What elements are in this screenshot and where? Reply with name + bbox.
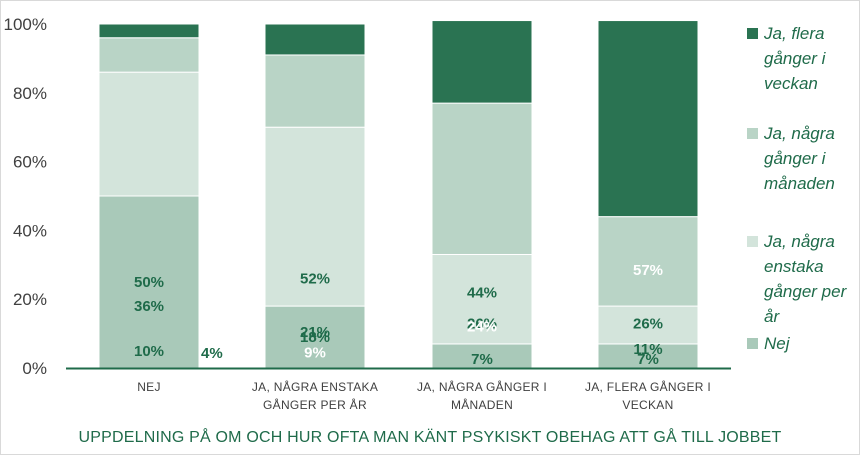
legend-swatch bbox=[747, 28, 758, 39]
y-tick-label: 20% bbox=[13, 290, 47, 309]
legend-label: gånger i bbox=[764, 149, 827, 168]
legend-label: Ja, flera bbox=[763, 24, 824, 43]
bar-segment bbox=[264, 305, 366, 369]
bar-segment bbox=[431, 102, 533, 255]
bar-segment bbox=[597, 20, 699, 218]
x-category-label: NEJ bbox=[137, 380, 161, 394]
bar-segment bbox=[98, 71, 200, 197]
data-label: 18% bbox=[300, 329, 330, 346]
legend-swatch bbox=[747, 236, 758, 247]
legend-label: Nej bbox=[764, 334, 791, 353]
data-label: 11% bbox=[633, 341, 662, 358]
bar-segment bbox=[431, 20, 533, 104]
bar-segment bbox=[98, 23, 200, 39]
bar-segment bbox=[431, 343, 533, 369]
bar-segment bbox=[597, 305, 699, 345]
legend-label: gånger i bbox=[764, 49, 827, 68]
legend-swatch bbox=[747, 128, 758, 139]
data-label: 7% bbox=[471, 351, 493, 368]
x-category-label: JA, FLERA GÅNGER I bbox=[585, 379, 711, 394]
data-label: 50% bbox=[134, 274, 164, 291]
legend-label: år bbox=[764, 307, 780, 326]
data-label: 26% bbox=[633, 315, 663, 332]
legend-label: gånger per bbox=[764, 282, 848, 301]
x-category-label: GÅNGER PER ÅR bbox=[263, 397, 367, 412]
legend-label: veckan bbox=[764, 74, 818, 93]
data-label: 52% bbox=[300, 271, 330, 288]
data-label: 21% bbox=[300, 324, 330, 341]
x-axis-title: UPPDELNING PÅ OM OCH HUR OFTA MAN KÄNT P… bbox=[78, 429, 782, 446]
bar-segment bbox=[98, 37, 200, 73]
legend-label: månaden bbox=[764, 174, 835, 193]
x-category-label: JA, NÅGRA GÅNGER I bbox=[417, 379, 547, 394]
bar-segment bbox=[264, 23, 366, 56]
y-tick-label: 40% bbox=[13, 221, 47, 240]
bar-segment bbox=[98, 195, 200, 369]
data-label: 10% bbox=[134, 343, 164, 360]
bar-segment bbox=[597, 216, 699, 307]
data-label: 24% bbox=[467, 319, 497, 336]
bar-segment bbox=[597, 343, 699, 369]
x-category-label: MÅNADEN bbox=[451, 397, 513, 412]
y-tick-label: 80% bbox=[13, 84, 47, 103]
data-label: 9% bbox=[304, 345, 326, 362]
bar-segment bbox=[264, 54, 366, 128]
legend-label: Ja, några bbox=[763, 232, 835, 251]
x-category-label: JA, NÅGRA ENSTAKA bbox=[252, 379, 378, 394]
data-label: 36% bbox=[134, 298, 164, 315]
data-label: 44% bbox=[467, 284, 497, 301]
data-label: 7% bbox=[637, 351, 659, 368]
data-label: 26% bbox=[467, 315, 497, 332]
legend-label: Ja, några bbox=[763, 124, 835, 143]
y-tick-label: 60% bbox=[13, 153, 47, 172]
data-label: 4% bbox=[201, 345, 223, 362]
legend-swatch bbox=[747, 338, 758, 349]
y-tick-label: 0% bbox=[22, 359, 47, 378]
bar-segment bbox=[431, 253, 533, 345]
y-tick-label: 100% bbox=[4, 15, 47, 34]
x-category-label: VECKAN bbox=[622, 398, 673, 412]
legend-label: enstaka bbox=[764, 257, 824, 276]
data-label: 57% bbox=[633, 262, 663, 279]
